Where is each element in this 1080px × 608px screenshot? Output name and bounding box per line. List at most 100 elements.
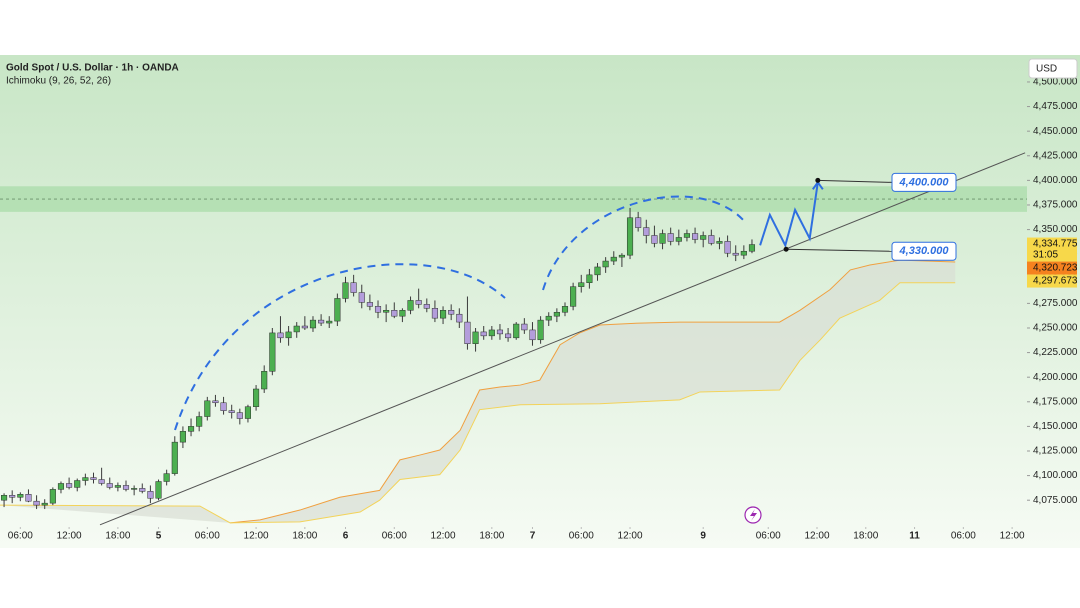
candle-body — [740, 250, 747, 256]
x-tick-label: 12:00 — [1000, 531, 1025, 542]
candle-body — [187, 426, 195, 432]
candle-body — [594, 266, 601, 276]
candle-body — [464, 321, 471, 344]
price-label: 4,334.775 — [1033, 239, 1078, 250]
candle-body — [553, 311, 560, 317]
candle-body — [635, 217, 642, 228]
candle-body — [732, 252, 739, 256]
candle-body — [391, 310, 398, 317]
x-tick-label: 12:00 — [804, 531, 829, 542]
price-label-box — [1027, 261, 1077, 275]
candle-body — [618, 254, 625, 258]
candle-body — [431, 308, 438, 319]
candle-body — [440, 310, 447, 319]
pattern-arc — [174, 263, 506, 431]
x-tick-label: 18:00 — [105, 531, 130, 542]
currency-box[interactable] — [1028, 58, 1078, 79]
x-tick-label: 06:00 — [951, 531, 976, 542]
candle-body — [74, 480, 81, 488]
candle-body — [716, 241, 723, 244]
candle-body — [1, 495, 8, 501]
candle-body — [407, 300, 414, 311]
x-tick-label: 18:00 — [853, 531, 878, 542]
candle-body — [171, 441, 178, 474]
candle-body — [513, 323, 520, 339]
candle-body — [318, 319, 325, 324]
x-tick-label: 06:00 — [195, 531, 220, 542]
y-tick-label: 4,425.000 — [1033, 150, 1078, 161]
candle-body — [586, 274, 593, 283]
candle-body — [374, 306, 382, 313]
x-tick-label: 06:00 — [382, 531, 407, 542]
candle-body — [277, 332, 284, 339]
candle-body — [309, 319, 317, 329]
x-tick-label: 11 — [909, 531, 920, 542]
candle-body — [366, 302, 373, 307]
target-connector — [817, 179, 893, 183]
candle-body — [659, 233, 666, 244]
cloud-fill — [0, 260, 956, 523]
y-tick-label: 4,400.000 — [1033, 175, 1078, 186]
candle-body — [342, 282, 349, 299]
chart-background — [0, 55, 1080, 548]
candle-body — [610, 256, 617, 262]
pattern-arc — [542, 195, 746, 291]
candle-body — [448, 310, 455, 315]
candle-body — [236, 412, 243, 419]
price-label-box — [1027, 237, 1077, 262]
candle-body — [415, 300, 422, 305]
candle-body — [350, 282, 357, 293]
candle-body — [423, 304, 430, 309]
currency-label: USD — [1036, 64, 1057, 75]
x-tick-label: 12:00 — [57, 531, 82, 542]
candle-body — [228, 410, 235, 413]
countdown: 31:05 — [1033, 250, 1058, 261]
chart-title: Gold Spot / U.S. Dollar · 1h · OANDA — [6, 63, 179, 74]
candle-body — [700, 235, 707, 240]
candle-body — [667, 233, 674, 242]
candle-body — [17, 494, 24, 498]
candle-body — [212, 400, 219, 404]
candle-body — [293, 325, 300, 333]
candle-body — [179, 431, 186, 443]
candle-body — [521, 323, 528, 331]
candle-body — [261, 371, 268, 390]
candle-body — [456, 313, 463, 323]
candle-body — [66, 483, 73, 488]
candle-body — [269, 332, 276, 372]
cloud-span-b — [0, 282, 956, 524]
x-tick-label: 06:00 — [569, 531, 594, 542]
y-tick-label: 4,350.000 — [1033, 224, 1078, 235]
candle-body — [106, 483, 113, 488]
candle-body — [90, 477, 97, 480]
candle-body — [358, 292, 365, 303]
candle-body — [301, 325, 308, 329]
x-tick-label: 06:00 — [756, 531, 781, 542]
x-tick-label: 12:00 — [431, 531, 456, 542]
candle-body — [122, 485, 130, 490]
candle-body — [334, 298, 341, 322]
candle-body — [33, 500, 40, 506]
candle-body — [651, 235, 658, 244]
y-tick-label: 4,250.000 — [1033, 323, 1078, 334]
target-dot — [783, 246, 789, 252]
target-connector — [786, 248, 893, 252]
target-dot — [815, 177, 821, 183]
candle-body — [49, 489, 56, 504]
candle-body — [675, 237, 682, 242]
cloud-span-a — [230, 259, 956, 524]
candle-body — [545, 315, 552, 321]
candle-body — [570, 286, 577, 307]
candle-body — [748, 244, 756, 252]
candle-body — [9, 495, 16, 498]
candle-body — [480, 331, 487, 337]
candle-body — [25, 494, 32, 502]
candle-body — [399, 310, 406, 317]
candle-body — [602, 260, 609, 268]
price-label: 4,320.723 — [1033, 263, 1078, 274]
candle-body — [626, 217, 634, 256]
x-tick-label: 06:00 — [8, 531, 33, 542]
candle-body — [139, 488, 146, 492]
x-tick-label: 5 — [156, 531, 162, 542]
candle-body — [196, 416, 203, 427]
